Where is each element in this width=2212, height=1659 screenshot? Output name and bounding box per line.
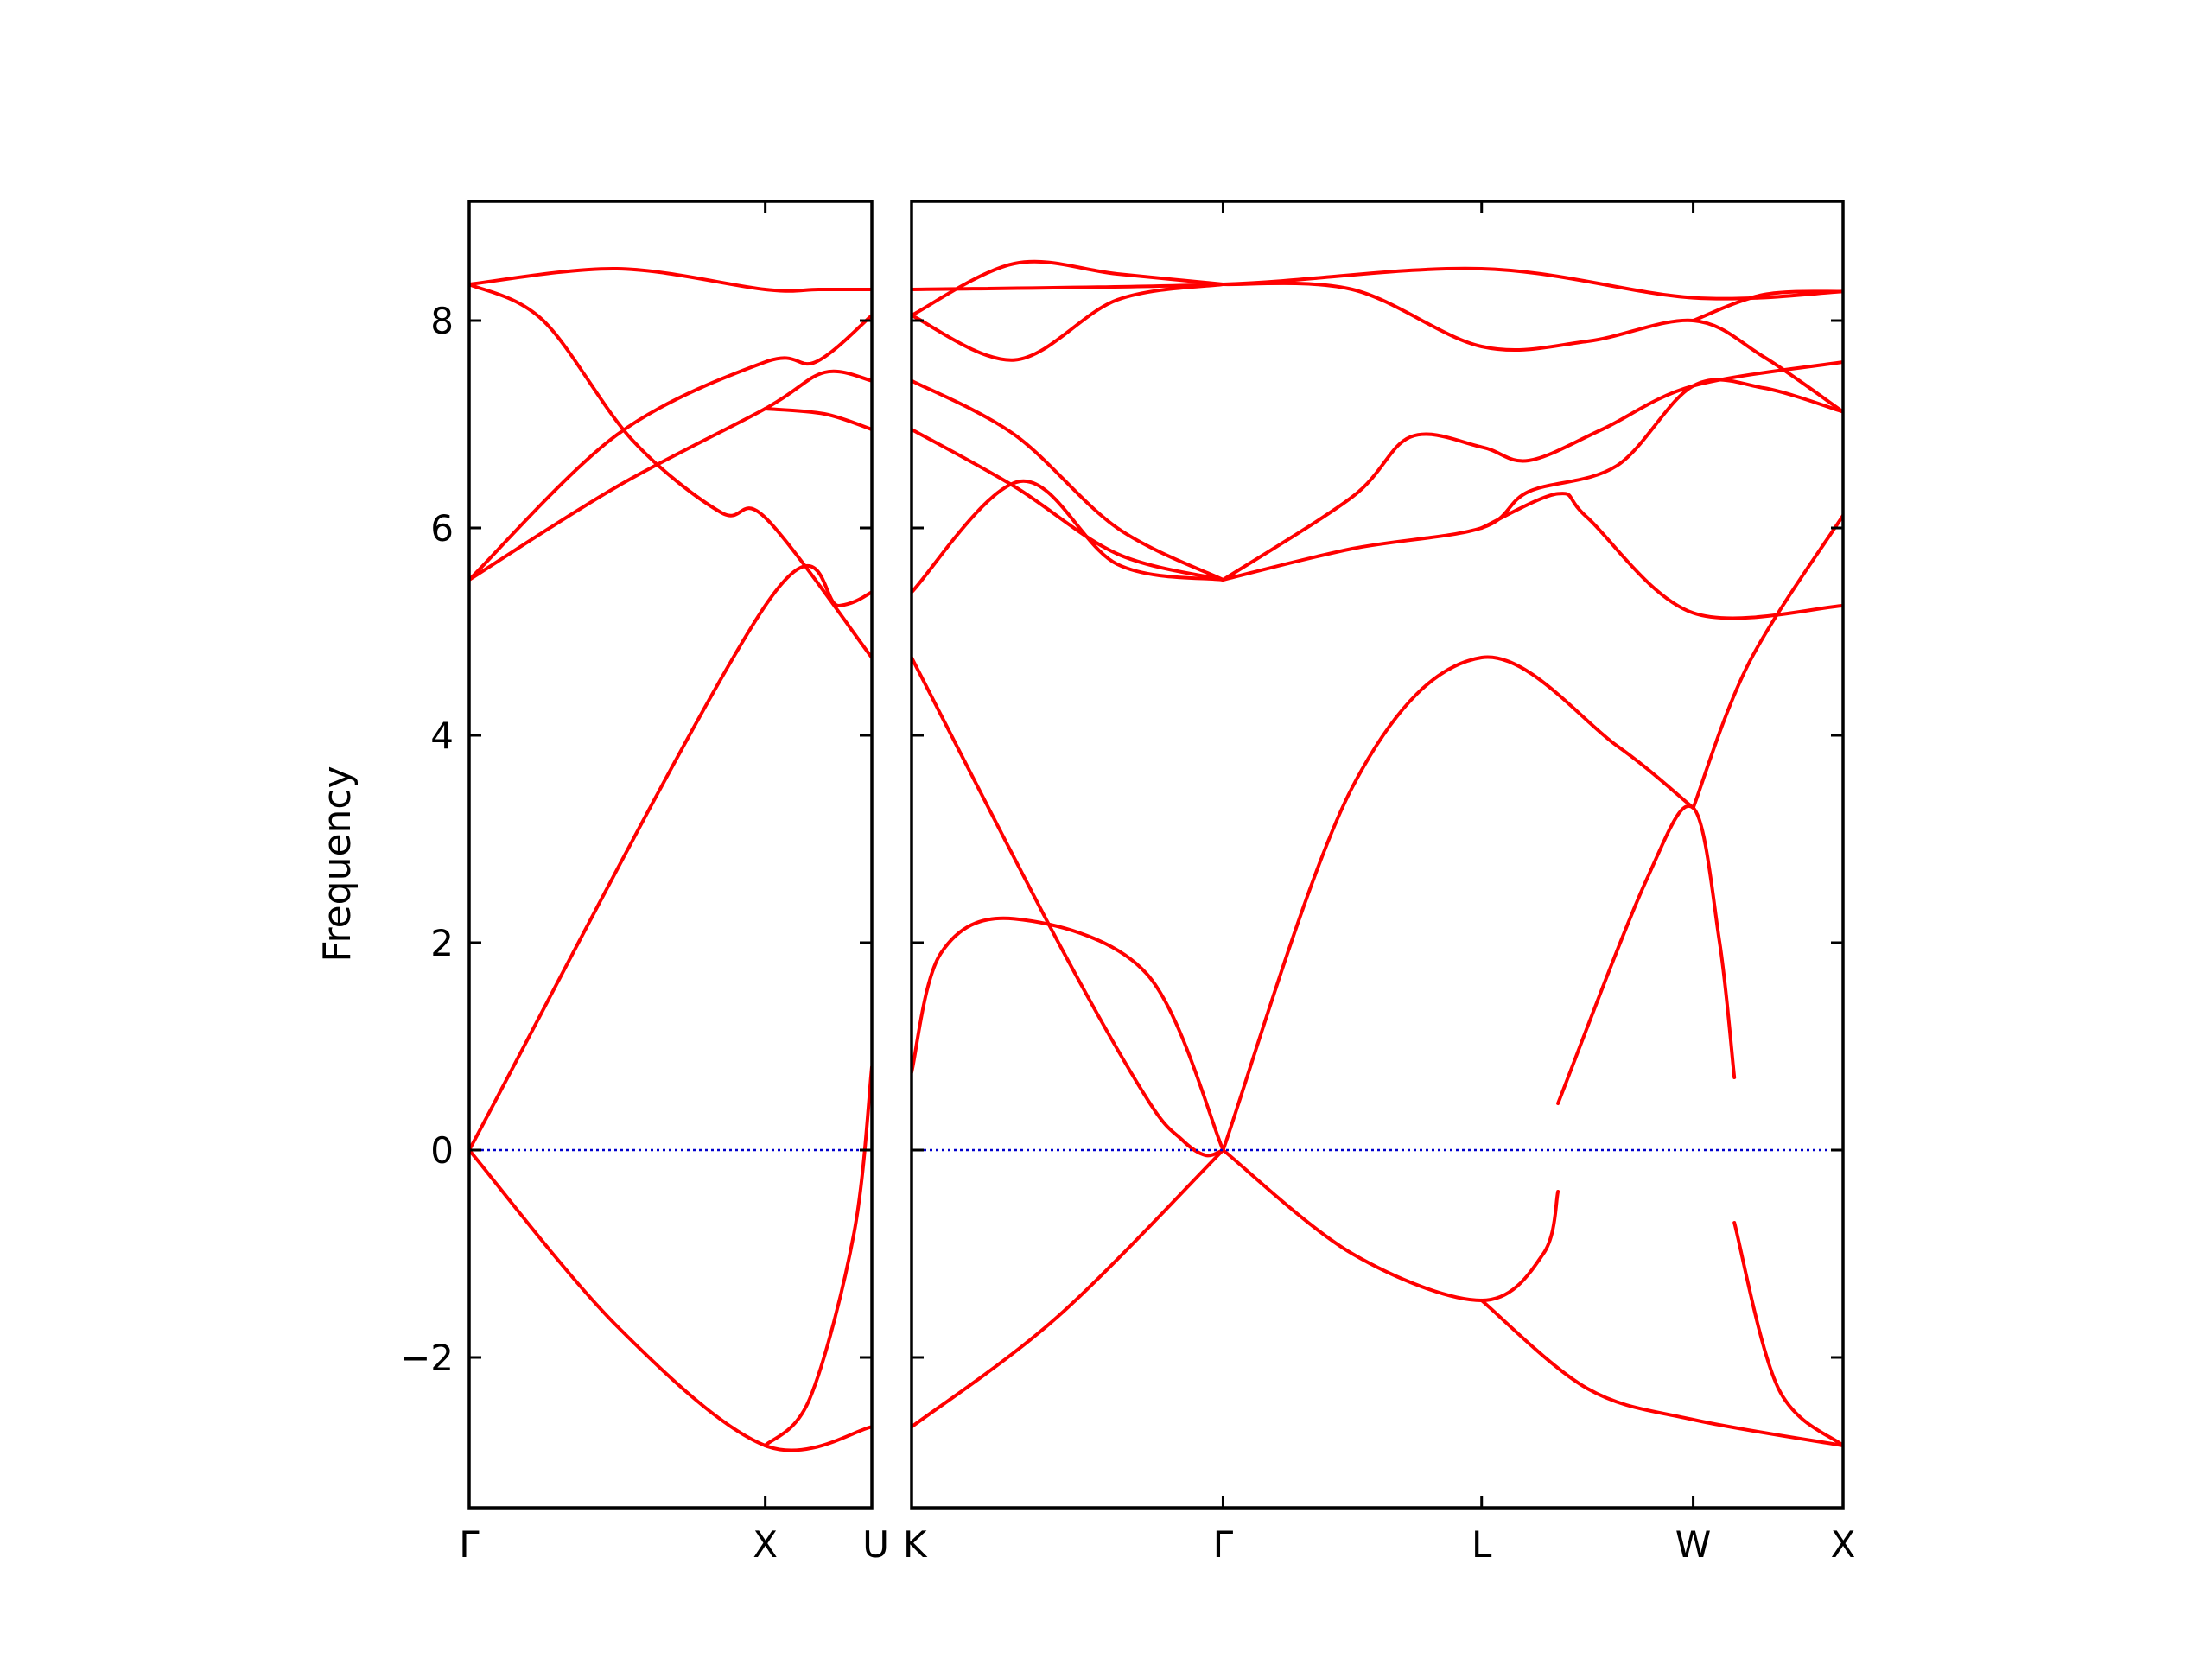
band-line	[1221, 281, 1843, 414]
band-line	[1479, 1299, 1843, 1447]
band-line	[763, 1065, 872, 1447]
band-line	[1732, 1221, 1843, 1447]
x-tick-label: X	[1831, 1523, 1856, 1566]
band-line	[912, 1148, 1225, 1429]
band-line	[1221, 1148, 1560, 1302]
band-line	[1479, 492, 1843, 620]
panel-frame	[910, 200, 1845, 1510]
band-line	[912, 656, 1225, 1158]
band-line	[912, 479, 1225, 594]
band-line	[469, 1148, 872, 1452]
x-tick-label: Γ	[1213, 1523, 1234, 1566]
x-tick-label: K	[903, 1523, 928, 1566]
y-tick-label: 8	[430, 300, 454, 342]
y-tick-label: 0	[430, 1129, 454, 1172]
x-tick-label: U	[862, 1523, 889, 1566]
band-line	[469, 283, 872, 659]
band-line	[1691, 289, 1843, 322]
band-line	[912, 259, 1225, 317]
band-line	[912, 916, 1225, 1152]
band-line	[469, 314, 872, 582]
y-axis-label: Frequency	[315, 766, 359, 962]
band-line	[1221, 360, 1843, 582]
band-line	[469, 369, 872, 582]
band-line	[912, 428, 1225, 582]
y-tick-label: 6	[430, 507, 454, 550]
band-line	[1221, 378, 1843, 582]
band-line	[469, 266, 872, 293]
x-tick-label: W	[1675, 1523, 1712, 1566]
band-line	[912, 378, 1225, 582]
y-tick-label: 2	[430, 922, 454, 964]
x-tick-label: Γ	[459, 1523, 480, 1566]
band-line	[763, 407, 872, 431]
band-line	[912, 283, 1225, 362]
band-line	[1691, 513, 1843, 810]
x-tick-label: L	[1471, 1523, 1492, 1566]
panel-gamma-x-u: −2 0 2 4 6 8 Γ X U	[400, 200, 889, 1566]
band-line	[1221, 655, 1695, 1152]
y-tick-label: 4	[430, 715, 454, 757]
y-tick-label: −2	[400, 1337, 454, 1379]
band-line	[1556, 804, 1737, 1105]
panel-frame	[467, 200, 874, 1510]
band-line	[469, 564, 872, 1152]
band-line	[912, 266, 1843, 301]
x-tick-label: X	[753, 1523, 778, 1566]
